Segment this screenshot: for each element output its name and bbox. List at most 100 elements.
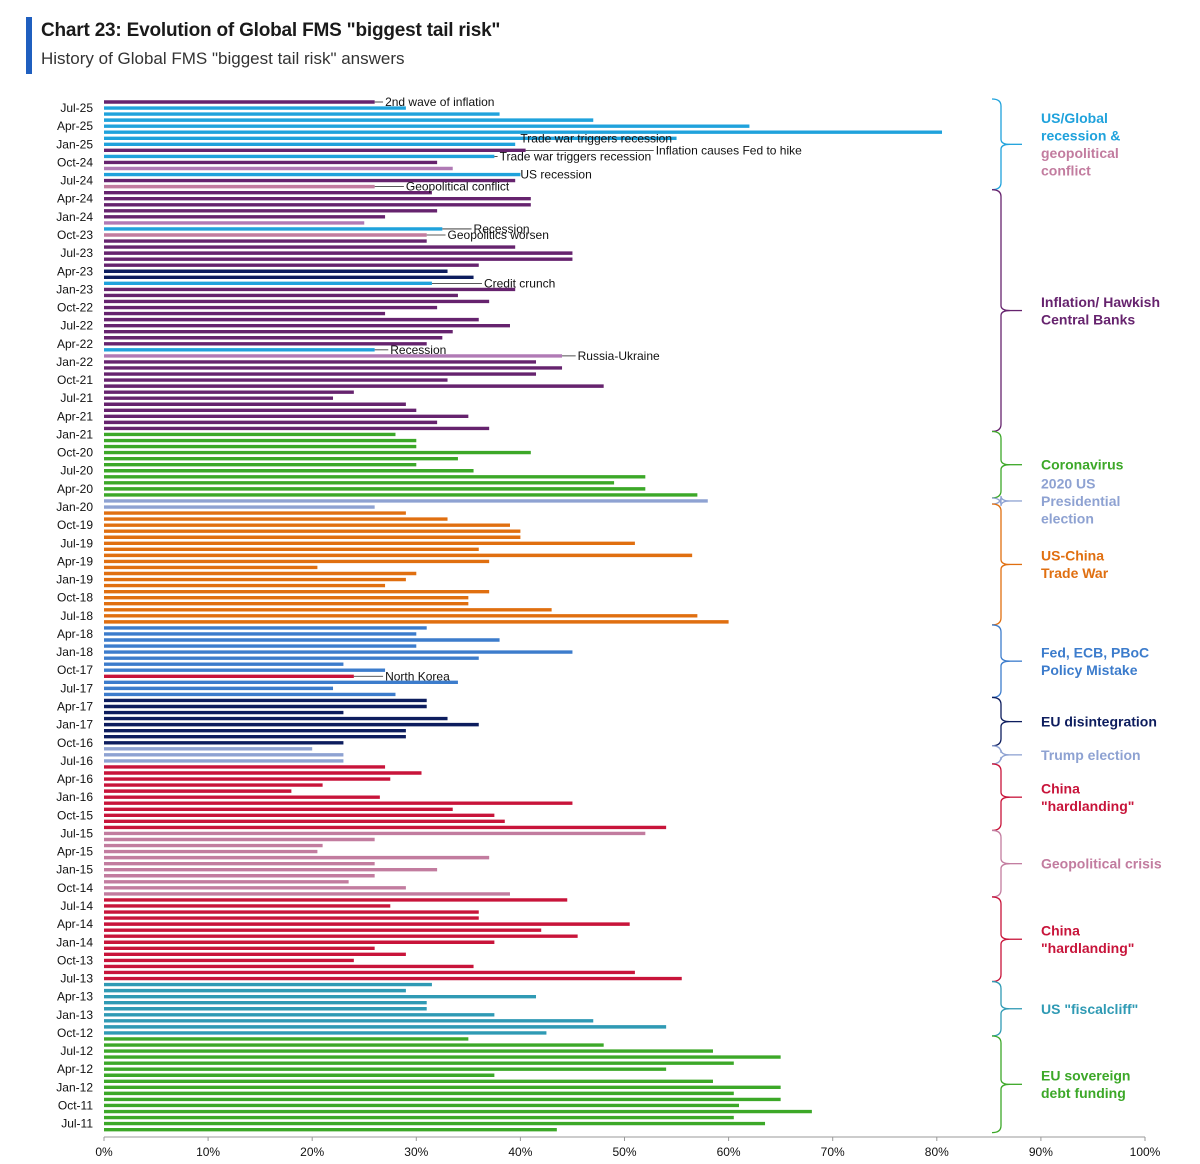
y-tick-label: Apr-18 [57, 627, 93, 641]
y-tick-label: Oct-22 [57, 301, 93, 315]
annotation-label: Trade war triggers recession [500, 149, 652, 163]
annotation-label: Geopolitical conflict [406, 180, 510, 194]
group-label: geopolitical [1041, 145, 1119, 161]
x-tick-label: 90% [1029, 1145, 1053, 1159]
y-tick-label: Jul-14 [60, 899, 93, 913]
y-tick-label: Jan-20 [56, 500, 93, 514]
y-tick-label: Apr-17 [57, 700, 93, 714]
y-tick-label: Jan-19 [56, 573, 93, 587]
group-label: Fed, ECB, PBoC [1041, 644, 1149, 660]
y-tick-label: Oct-11 [58, 1098, 93, 1112]
group-bracket [991, 896, 1011, 983]
group-label: US/Global [1041, 110, 1108, 126]
group-bracket [991, 829, 1011, 898]
y-tick-label: Jan-18 [56, 645, 93, 659]
group-label: "hardlanding" [1041, 798, 1134, 814]
group-label: Policy Mistake [1041, 662, 1138, 678]
y-tick-label: Jan-24 [56, 210, 93, 224]
y-tick-label: Jan-25 [56, 137, 93, 151]
y-tick-label: Jul-19 [60, 536, 93, 550]
group-label: EU sovereign [1041, 1068, 1130, 1084]
group-label: "hardlanding" [1041, 940, 1134, 956]
y-tick-label: Oct-13 [57, 953, 93, 967]
y-tick-label: Jan-16 [56, 790, 93, 804]
group-label: Inflation/ Hawkish [1041, 294, 1160, 310]
x-tick-label: 50% [612, 1145, 636, 1159]
y-tick-label: Jan-23 [56, 282, 93, 296]
y-tick-label: Oct-12 [57, 1026, 93, 1040]
annotation-label: Geopolitics worsen [448, 228, 549, 242]
y-tick-label: Apr-16 [57, 772, 93, 786]
y-tick-label: Jan-13 [56, 1008, 93, 1022]
group-bracket [991, 696, 1011, 747]
group-bracket [991, 1035, 1011, 1134]
y-tick-label: Apr-21 [57, 409, 93, 423]
y-tick-label: Jul-23 [60, 246, 93, 260]
y-tick-label: Oct-19 [57, 518, 93, 532]
y-tick-label: Oct-14 [57, 881, 93, 895]
group-bracket [991, 980, 1011, 1037]
y-tick-label: Apr-15 [57, 845, 93, 859]
y-tick-label: Oct-20 [57, 446, 93, 460]
group-label: recession & [1041, 128, 1120, 144]
y-tick-label: Apr-20 [57, 482, 93, 496]
y-tick-label: Jul-15 [60, 826, 93, 840]
y-tick-label: Oct-15 [57, 808, 93, 822]
x-tick-label: 20% [300, 1145, 324, 1159]
group-bracket [991, 503, 1011, 626]
group-label: US-China [1041, 548, 1104, 564]
annotations-layer: 2nd wave of inflation Trade war triggers … [353, 95, 802, 683]
x-tick-label: 80% [925, 1145, 949, 1159]
y-tick-label: Apr-12 [57, 1062, 93, 1076]
x-tick-label: 30% [404, 1145, 428, 1159]
y-tick-label: Jan-15 [56, 863, 93, 877]
y-tick-label: Apr-19 [57, 554, 93, 568]
group-label: Central Banks [1041, 311, 1135, 327]
y-tick-label: Oct-21 [57, 373, 93, 387]
y-tick-label: Jan-22 [56, 355, 93, 369]
y-tick-label: Apr-13 [57, 990, 93, 1004]
x-tick-label: 0% [95, 1145, 113, 1159]
x-tick-label: 40% [508, 1145, 532, 1159]
annotation-label: Recession [390, 343, 446, 357]
y-tick-label: Apr-23 [57, 264, 93, 278]
y-tick-label: Oct-24 [57, 155, 93, 169]
group-label: China [1041, 922, 1080, 938]
group-label: Trump election [1041, 747, 1141, 763]
y-tick-label: Jul-16 [60, 754, 93, 768]
y-tick-label: Jul-18 [60, 609, 93, 623]
group-label: US "fiscalcliff" [1041, 1001, 1138, 1017]
group-brackets-layer: US/Global recession &geopolitical conflict… [991, 98, 1162, 1134]
group-label: Trade War [1041, 565, 1109, 581]
y-tick-label: Apr-14 [57, 917, 93, 931]
group-label: China [1041, 780, 1080, 796]
y-tick-label: Jul-21 [60, 391, 93, 405]
annotation-label: 2nd wave of inflation [385, 95, 494, 109]
annotation-label: Inflation causes Fed to hike [656, 143, 802, 157]
annotation-label: Credit crunch [484, 276, 555, 290]
group-bracket [991, 624, 1011, 699]
y-tick-label: Apr-24 [57, 192, 93, 206]
annotation-label: North Korea [385, 669, 450, 683]
y-tick-label: Jan-17 [56, 718, 93, 732]
chart-title: Chart 23: Evolution of Global FMS "bigge… [41, 20, 501, 41]
group-label: Presidential [1041, 493, 1120, 509]
y-tick-label: Oct-18 [57, 591, 93, 605]
annotation-label: Trade war triggers recession [520, 131, 672, 145]
y-tick-label: Jan-12 [56, 1080, 93, 1094]
y-tick-label: Jul-25 [60, 101, 93, 115]
x-tick-label: 70% [821, 1145, 845, 1159]
bars-layer [104, 100, 943, 1132]
y-tick-label: Oct-16 [57, 736, 93, 750]
y-tick-label: Jan-21 [56, 427, 93, 441]
y-tick-label: Jan-14 [56, 935, 93, 949]
axes-layer: Jul-25 Apr-25 Jan-25 Oct-24 Jul-24 Apr-24 Jan-… [56, 101, 1160, 1159]
x-tick-label: 100% [1130, 1145, 1161, 1159]
group-label: election [1041, 510, 1094, 526]
group-bracket [991, 745, 1011, 765]
group-bracket [991, 98, 1011, 191]
group-label: Coronavirus [1041, 457, 1124, 473]
y-tick-label: Jul-12 [60, 1044, 93, 1058]
group-label: EU disintegration [1041, 714, 1157, 730]
